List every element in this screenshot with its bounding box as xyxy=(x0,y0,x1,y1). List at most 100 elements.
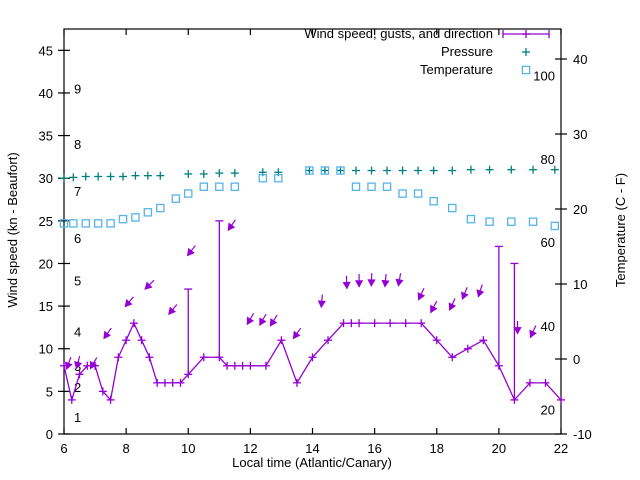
x-tick-label: 12 xyxy=(243,441,257,456)
temperature-point xyxy=(171,194,181,203)
y-tick-label: 10 xyxy=(39,342,53,357)
y2-tick-label: 10 xyxy=(573,277,587,292)
beaufort-label: 2 xyxy=(74,380,81,395)
wind-speed-point xyxy=(129,319,138,328)
fahrenheit-label: 20 xyxy=(541,402,555,417)
y-tick-label: 30 xyxy=(39,171,53,186)
pressure-point xyxy=(184,169,193,178)
wind-direction-arrow xyxy=(395,273,404,287)
temperature-point xyxy=(336,166,345,175)
y2-tick-label: 20 xyxy=(573,202,587,217)
wind-direction-arrows xyxy=(64,219,537,370)
temperature-point xyxy=(528,217,538,226)
wind-speed-point xyxy=(494,361,503,370)
wind-direction-arrow xyxy=(292,327,302,340)
wind-speed-point xyxy=(370,319,379,328)
wind-direction-arrow xyxy=(89,357,98,370)
x-tick-label: 8 xyxy=(123,441,130,456)
temperature-point xyxy=(230,182,240,191)
beaufort-label: 4 xyxy=(74,325,81,340)
wind-speed-point xyxy=(277,336,286,345)
fahrenheit-scale-labels: 20 40 60 80 100 xyxy=(533,69,555,418)
wind-speed-point xyxy=(463,344,472,353)
y-tick-label: 35 xyxy=(39,129,53,144)
y2-tick-label: 30 xyxy=(573,127,587,142)
wind-speed-point xyxy=(215,353,224,362)
wind-speed-point xyxy=(246,361,255,370)
beaufort-label: 6 xyxy=(74,231,81,246)
temperature-point xyxy=(106,219,115,228)
wind-speed-point xyxy=(122,336,131,345)
fahrenheit-label: 100 xyxy=(533,69,555,84)
wind-speed-point xyxy=(557,395,565,404)
wind-direction-arrow xyxy=(103,327,112,340)
wind-direction-arrow xyxy=(461,287,469,300)
wind-speed-point xyxy=(98,387,107,396)
y-tick-label: 5 xyxy=(46,384,53,399)
wind-direction-arrow xyxy=(259,313,267,326)
y2-axis-ticks: -10 0 10 20 30 40 xyxy=(555,52,592,442)
temperature-point xyxy=(274,173,283,183)
legend-entry: Wind speed, gusts, and direction xyxy=(304,26,550,41)
temperature-point xyxy=(466,214,476,224)
pressure-point xyxy=(143,171,152,180)
x-tick-label: 18 xyxy=(430,441,444,456)
wind-speed-point xyxy=(168,378,177,387)
temperature-point xyxy=(131,213,140,222)
beaufort-label: 9 xyxy=(74,82,81,97)
temperature-point xyxy=(413,189,423,198)
wind-speed-point xyxy=(137,336,146,345)
wind-speed-point xyxy=(401,319,410,328)
wind-speed-point xyxy=(541,378,550,387)
temperature-series xyxy=(59,166,560,231)
wind-speed-point xyxy=(230,361,239,370)
pressure-point xyxy=(305,166,314,175)
wind-speed-point xyxy=(417,319,426,328)
y-tick-label: 0 xyxy=(46,427,53,442)
wind-speed-point xyxy=(153,378,162,387)
beaufort-label: 5 xyxy=(74,274,81,289)
legend-label: Wind speed, gusts, and direction xyxy=(304,26,493,41)
y2-tick-label: -10 xyxy=(573,427,592,442)
temperature-point xyxy=(382,182,392,191)
wind-speed-point xyxy=(238,361,247,370)
wind-speed-point xyxy=(145,353,154,362)
pressure-point xyxy=(81,172,90,181)
wind-direction-arrow xyxy=(513,320,522,335)
temperature-point xyxy=(215,182,224,191)
pressure-point xyxy=(429,166,438,175)
pressure-point xyxy=(485,165,494,174)
x-axis-ticks: 6 8 10 12 14 16 18 20 22 xyxy=(60,29,568,456)
wind-speed-point xyxy=(510,395,519,404)
temperature-point xyxy=(69,219,78,228)
wind-direction-arrow xyxy=(317,294,326,309)
temperature-point xyxy=(550,221,560,231)
pressure-point xyxy=(550,165,559,174)
wind-speed-point xyxy=(292,378,301,387)
fahrenheit-label: 40 xyxy=(541,319,555,334)
temperature-point xyxy=(59,219,69,228)
pressure-point xyxy=(320,166,329,175)
wind-speed-point xyxy=(67,395,76,404)
wind-direction-arrow xyxy=(381,273,390,288)
temperature-point xyxy=(448,203,457,213)
temperature-point xyxy=(118,214,128,224)
wind-direction-arrow xyxy=(144,279,155,290)
legend-label: Pressure xyxy=(441,44,493,59)
wind-speed-point xyxy=(114,353,123,362)
wind-direction-arrow xyxy=(74,355,83,370)
y-tick-label: 40 xyxy=(39,86,53,101)
x-tick-label: 20 xyxy=(492,441,506,456)
fahrenheit-label: 80 xyxy=(541,152,555,167)
wind-direction-arrow xyxy=(227,219,236,231)
pressure-point xyxy=(199,169,208,178)
legend-entry: Pressure xyxy=(441,44,530,59)
temperature-point xyxy=(351,182,361,191)
x-tick-label: 22 xyxy=(554,441,568,456)
wind-speed-point xyxy=(339,319,348,328)
wind-speed-point xyxy=(347,319,356,328)
wind-direction-arrow xyxy=(342,275,351,290)
pressure-point xyxy=(448,166,457,175)
